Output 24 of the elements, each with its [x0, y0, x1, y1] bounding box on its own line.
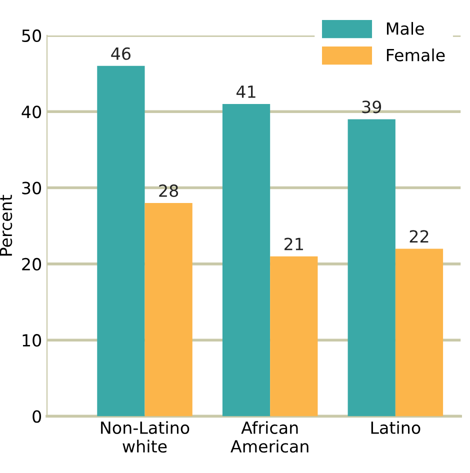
- y-tick-label: 0: [32, 410, 42, 423]
- legend-label: Female: [386, 48, 445, 62]
- bar: [395, 248, 444, 416]
- y-tick-label: 10: [22, 334, 42, 347]
- bar: [144, 203, 192, 416]
- y-tick-label: 30: [22, 182, 42, 194]
- bar: [222, 104, 270, 416]
- y-axis-title: Percent: [0, 194, 12, 256]
- data-label: 28: [159, 184, 178, 198]
- x-tick-label: Non-Latino white: [101, 421, 190, 453]
- data-label: 39: [362, 100, 382, 114]
- data-label: 41: [236, 86, 256, 98]
- x-tick-label: African American: [230, 421, 308, 453]
- data-label: 21: [284, 238, 303, 250]
- y-tick-label: 40: [22, 106, 42, 118]
- data-label: 46: [111, 47, 130, 60]
- x-tick-label: Latino: [371, 421, 420, 434]
- y-tick-label: 50: [22, 29, 42, 42]
- data-label: 22: [410, 230, 428, 242]
- bar: [270, 256, 318, 416]
- bar: [348, 119, 396, 416]
- bar: [97, 66, 145, 416]
- legend-label: Male: [386, 22, 424, 35]
- y-tick-label: 20: [22, 258, 42, 271]
